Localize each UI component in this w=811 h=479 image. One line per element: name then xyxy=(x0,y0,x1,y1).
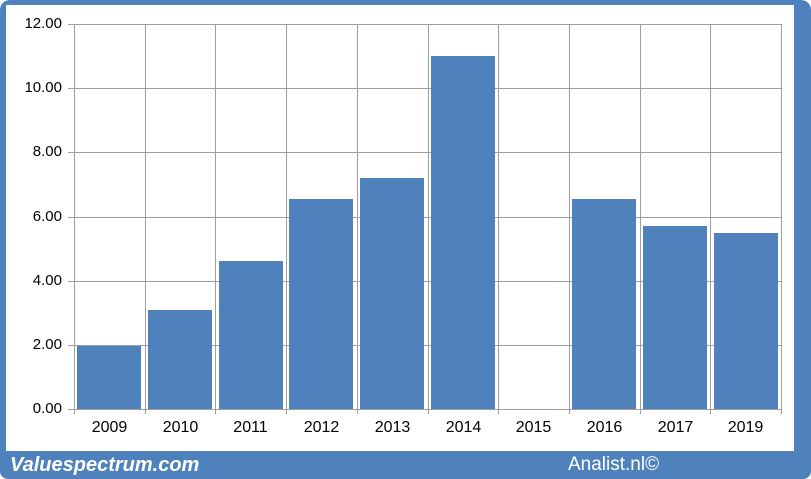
x-axis-tick xyxy=(781,409,782,414)
y-axis-label: 6.00 xyxy=(32,208,62,225)
y-axis-tick xyxy=(68,152,74,153)
gridline-vertical xyxy=(286,24,287,409)
gridline-vertical xyxy=(640,24,641,409)
x-axis-tick xyxy=(74,409,75,414)
x-axis-label: 2011 xyxy=(233,419,268,436)
y-axis-label: 10.00 xyxy=(24,79,62,96)
bar-2014 xyxy=(431,56,495,409)
gridline-vertical xyxy=(74,24,75,409)
gridline-horizontal xyxy=(74,152,781,153)
analist-brand: Analist.nl© xyxy=(568,454,660,475)
footer-bar: Valuespectrum.com Analist.nl© xyxy=(0,451,811,479)
x-axis-tick xyxy=(569,409,570,414)
x-axis-label: 2010 xyxy=(162,419,199,436)
y-axis-label: 4.00 xyxy=(32,272,62,289)
x-axis-tick xyxy=(357,409,358,414)
bar-2013 xyxy=(360,178,424,409)
x-axis-tick xyxy=(215,409,216,414)
x-axis-label: 2019 xyxy=(727,419,764,436)
bar-2009 xyxy=(77,346,141,409)
gridline-horizontal xyxy=(74,345,781,346)
x-axis-tick xyxy=(498,409,499,414)
gridline-vertical xyxy=(781,24,782,409)
gridline-vertical xyxy=(710,24,711,409)
x-axis-tick xyxy=(710,409,711,414)
gridline-horizontal xyxy=(74,281,781,282)
gridline-vertical xyxy=(357,24,358,409)
x-axis-label: 2013 xyxy=(374,419,411,436)
x-axis-tick xyxy=(286,409,287,414)
gridline-vertical xyxy=(145,24,146,409)
valuespectrum-brand: Valuespectrum.com xyxy=(10,454,200,476)
bar-2017 xyxy=(643,226,707,409)
y-axis-tick xyxy=(68,217,74,218)
x-axis-tick xyxy=(428,409,429,414)
gridline-horizontal xyxy=(74,409,781,410)
chart-panel: 0.00 2.00 4.00 6.00 8.00 10.00 12.00 2009 2010 20… xyxy=(6,5,794,451)
y-axis-tick xyxy=(68,281,74,282)
y-axis-tick xyxy=(68,88,74,89)
bar-2012 xyxy=(289,199,353,409)
gridline-horizontal xyxy=(74,217,781,218)
gridline-vertical xyxy=(498,24,499,409)
y-axis-tick xyxy=(68,409,74,410)
y-axis-tick xyxy=(68,345,74,346)
y-axis-tick xyxy=(68,24,74,25)
bar-2010 xyxy=(148,310,212,409)
y-axis-label: 12.00 xyxy=(24,15,62,32)
x-axis-label: 2012 xyxy=(303,419,340,436)
bar-2011 xyxy=(219,261,283,409)
x-axis-label: 2009 xyxy=(91,419,128,436)
y-axis-label: 8.00 xyxy=(32,143,62,160)
x-axis-label: 2017 xyxy=(657,419,694,436)
gridline-horizontal xyxy=(74,88,781,89)
bar-2019 xyxy=(714,233,778,409)
x-axis-label: 2015 xyxy=(515,419,552,436)
x-axis-label: 2014 xyxy=(445,419,482,436)
y-axis-label: 2.00 xyxy=(32,336,62,353)
gridline-vertical xyxy=(428,24,429,409)
gridline-horizontal xyxy=(74,24,781,25)
x-axis-tick xyxy=(640,409,641,414)
y-axis-label: 0.00 xyxy=(32,400,62,417)
gridline-vertical xyxy=(569,24,570,409)
x-axis-label: 2016 xyxy=(586,419,623,436)
gridline-vertical xyxy=(215,24,216,409)
bar-2016 xyxy=(572,199,636,409)
x-axis-tick xyxy=(145,409,146,414)
